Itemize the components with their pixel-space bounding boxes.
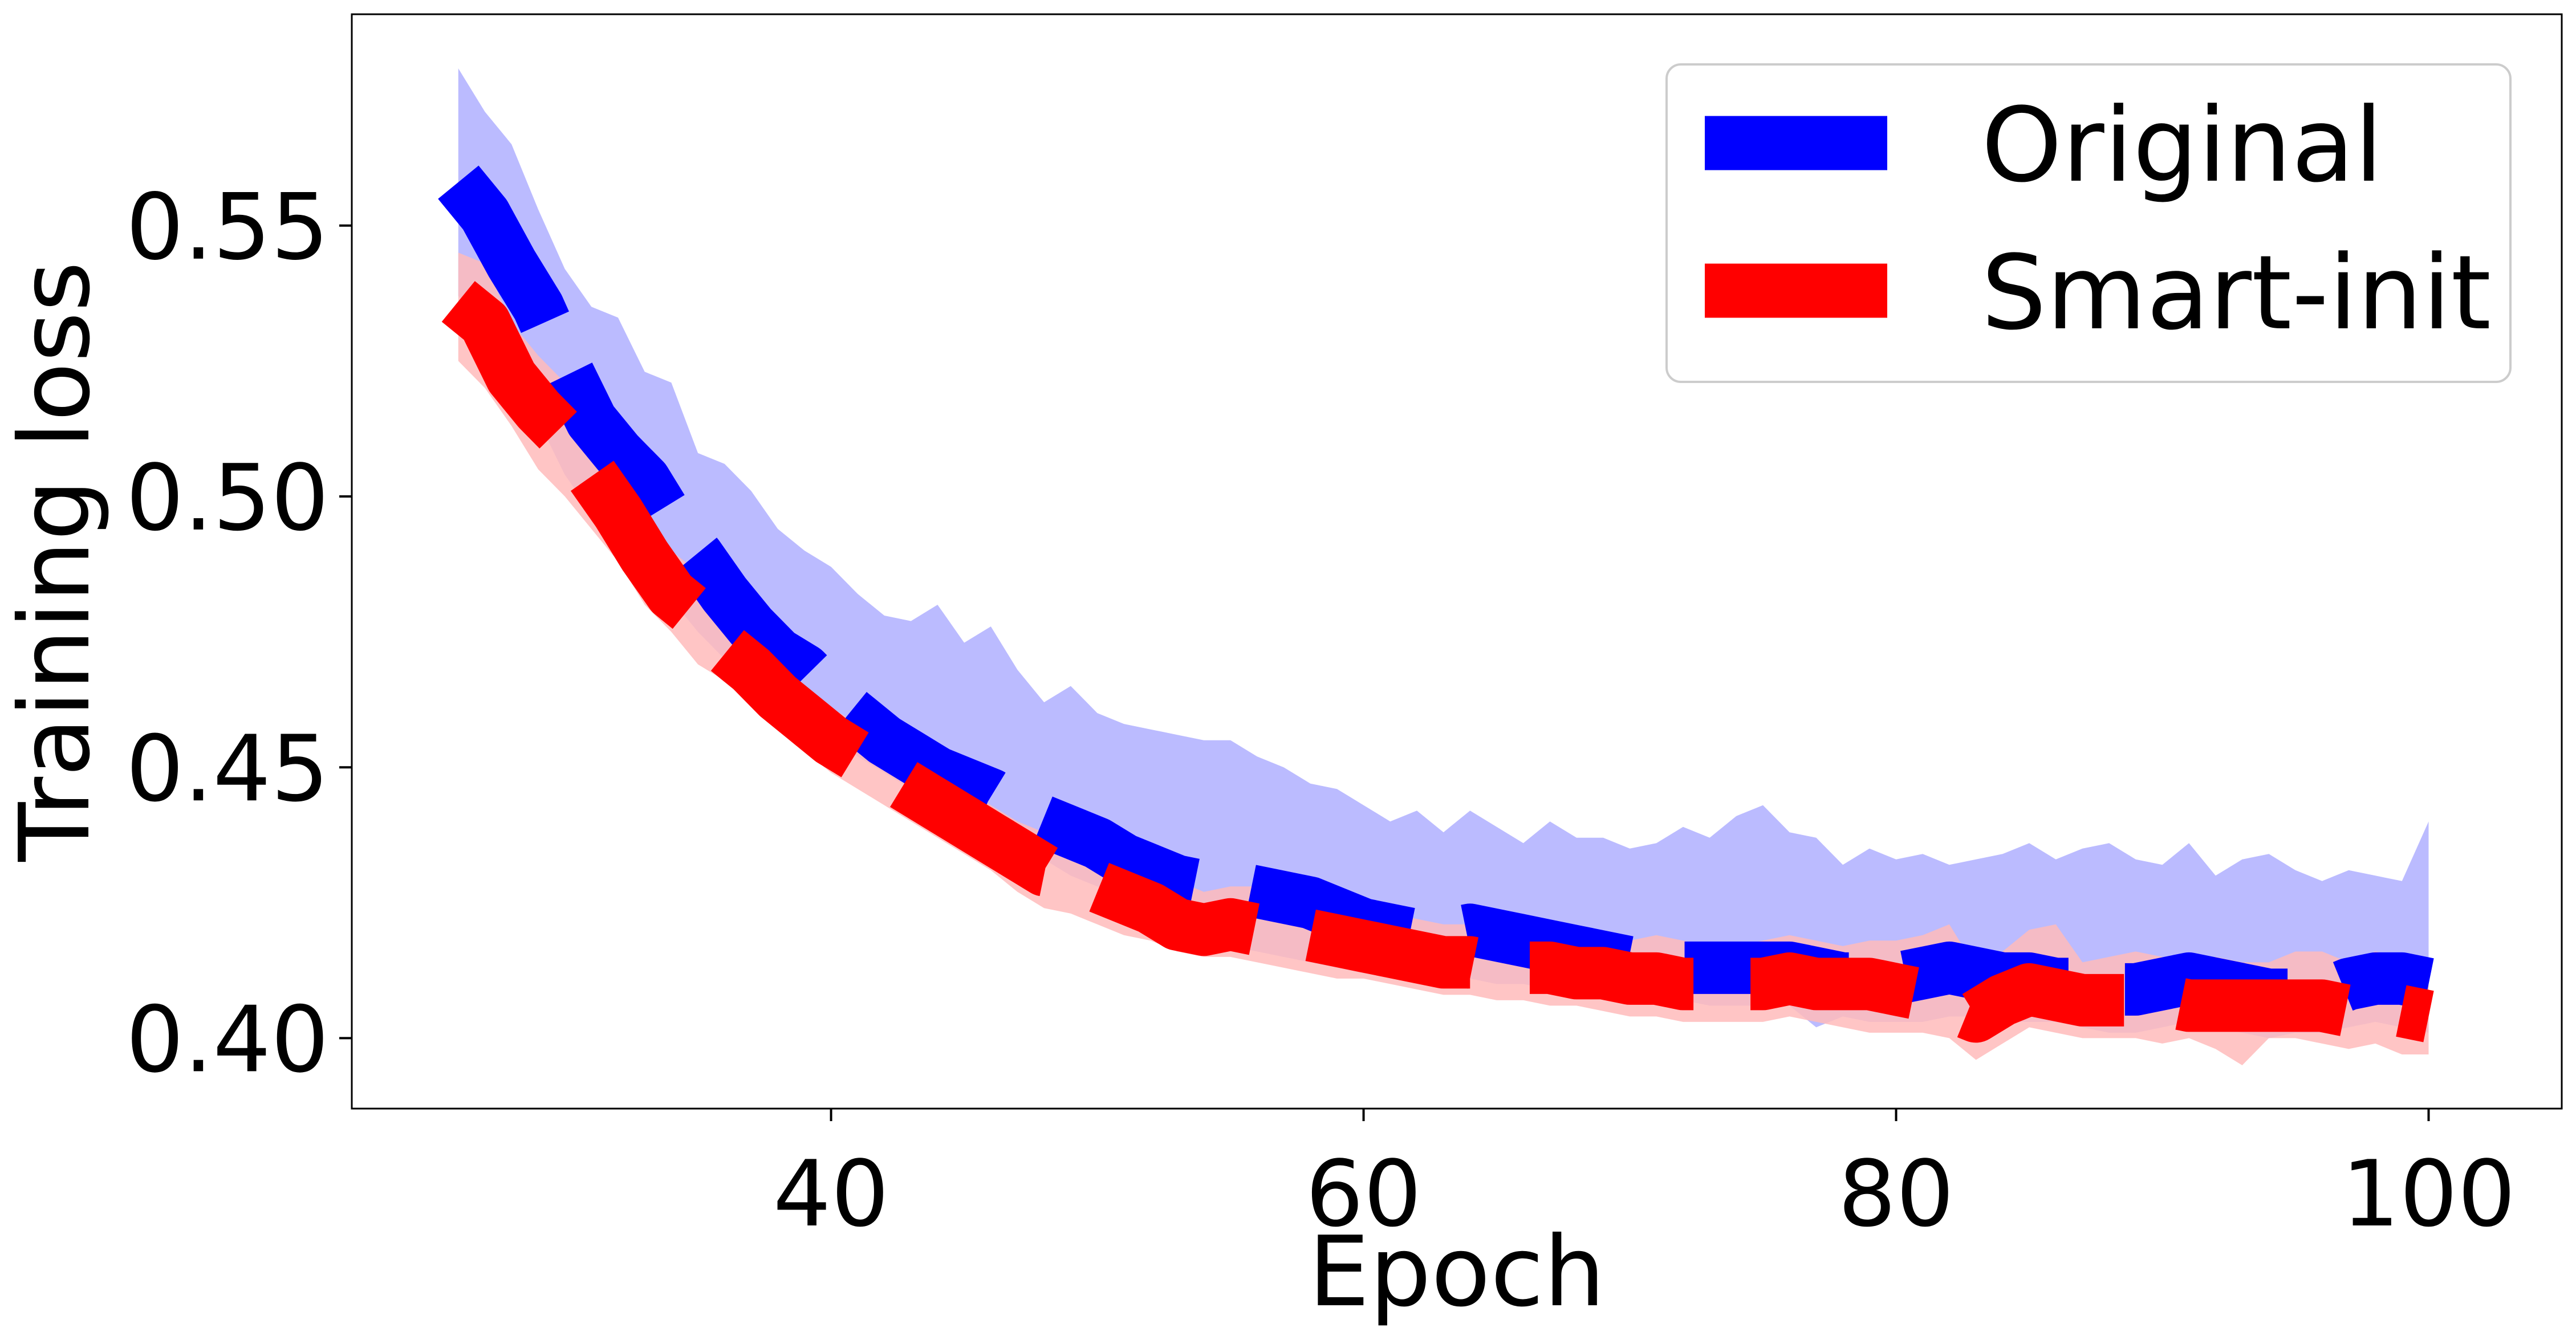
- x-tick-label: 40: [773, 1141, 889, 1247]
- series-line-smart-init: [441, 281, 2434, 1043]
- y-axis-label: Training loss: [0, 261, 112, 862]
- y-tick-label: 0.45: [126, 715, 329, 822]
- legend-label-smart-init: Smart-init: [1981, 234, 2491, 353]
- legend-label-original: Original: [1981, 86, 2383, 205]
- legend: Original Smart-init: [1665, 63, 2512, 383]
- y-axis: 0.40 0.45 0.50 0.55: [126, 174, 352, 1093]
- x-tick-label: 60: [1306, 1141, 1422, 1247]
- x-axis-label: Epoch: [1309, 1216, 1606, 1329]
- series-line-original: [438, 165, 2434, 1021]
- y-tick-label: 0.55: [126, 174, 329, 280]
- x-tick-label: 80: [1838, 1141, 1955, 1247]
- y-tick-label: 0.40: [126, 986, 329, 1093]
- plot-area: [438, 68, 2434, 1066]
- x-axis: 40 60 80 100: [773, 1109, 2516, 1247]
- plot-frame: [351, 13, 2563, 1110]
- y-tick-label: 0.50: [126, 445, 329, 551]
- x-tick-label: 100: [2342, 1141, 2516, 1247]
